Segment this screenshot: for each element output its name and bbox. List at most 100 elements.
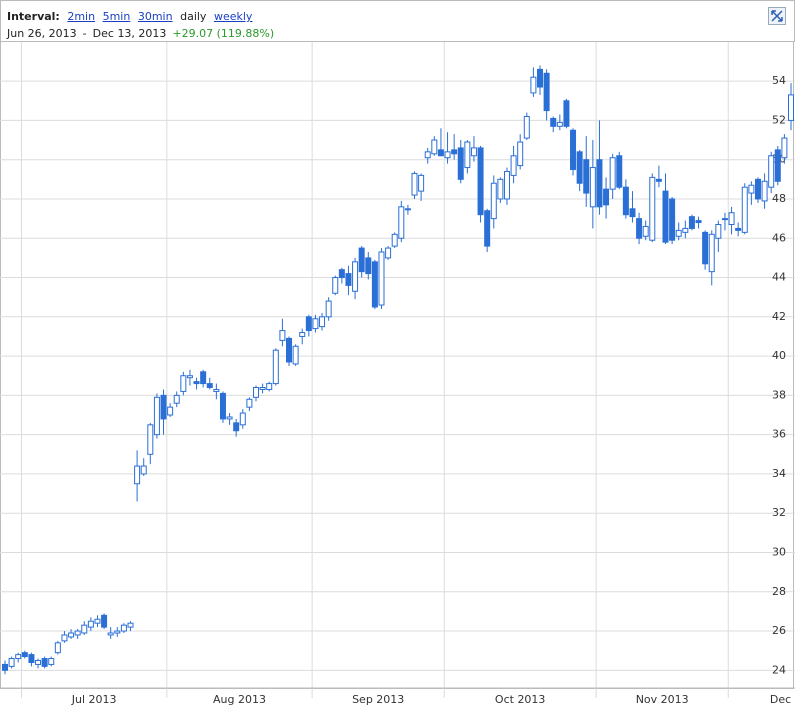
y-tick-label: 46 xyxy=(772,231,786,244)
candle-body xyxy=(8,658,15,667)
candle-body xyxy=(444,151,451,159)
x-tick-label: Aug 2013 xyxy=(213,693,266,706)
x-tick-label: Oct 2013 xyxy=(495,693,546,706)
x-tick-label: Dec 2013 xyxy=(770,693,795,706)
candle-body xyxy=(642,225,649,237)
candle-body xyxy=(153,396,160,436)
candle-body xyxy=(451,149,458,155)
candle-body xyxy=(325,300,332,318)
y-tick-label: 48 xyxy=(772,192,786,205)
candle-body xyxy=(107,632,114,636)
y-tick-label: 28 xyxy=(772,585,786,598)
candle-body xyxy=(233,422,240,432)
interval-link[interactable]: weekly xyxy=(213,10,253,23)
interval-label: Interval: xyxy=(7,10,60,23)
candle-body xyxy=(596,159,603,208)
candle-body xyxy=(266,383,273,390)
candle-body xyxy=(391,233,398,247)
candle-body xyxy=(563,100,570,127)
candle-body xyxy=(173,394,180,404)
candle-body xyxy=(398,206,405,239)
candle-body xyxy=(299,332,306,337)
interval-link[interactable]: 5min xyxy=(102,10,131,23)
separator: - xyxy=(82,27,87,40)
candle-body xyxy=(457,147,464,180)
candle-body xyxy=(160,394,167,420)
candle-body xyxy=(490,182,497,220)
candle-body xyxy=(715,224,722,239)
x-tick-label: Nov 2013 xyxy=(636,693,689,706)
candle-body xyxy=(134,465,141,485)
candle-body xyxy=(675,229,682,237)
candle-body xyxy=(411,172,418,196)
candle-body xyxy=(2,663,8,671)
y-tick-label: 24 xyxy=(772,663,786,676)
candle-body xyxy=(15,654,22,660)
candle-body xyxy=(68,632,75,638)
candle-body xyxy=(365,257,372,275)
chart-header: Interval: 2min 5min 30min daily weekly J… xyxy=(0,0,795,42)
interval-link[interactable]: 2min xyxy=(67,10,96,23)
candle-body xyxy=(186,375,193,379)
candle-body xyxy=(21,652,28,658)
candle-body xyxy=(662,190,669,243)
candle-body xyxy=(669,198,676,241)
candle-body xyxy=(193,381,200,385)
candle-body xyxy=(688,216,695,229)
candle-body xyxy=(358,247,365,273)
candle-body xyxy=(537,68,544,88)
interval-link[interactable]: 30min xyxy=(137,10,173,23)
candle-body xyxy=(81,624,88,634)
candle-body xyxy=(114,630,121,634)
candle-body xyxy=(312,318,319,330)
candle-body xyxy=(556,121,563,127)
candle-body xyxy=(655,178,662,182)
candle-body xyxy=(788,94,794,121)
candle-body xyxy=(583,159,590,194)
candle-body xyxy=(418,174,425,192)
candle-body xyxy=(437,149,444,157)
candle-body xyxy=(649,176,656,241)
expand-icon[interactable] xyxy=(768,7,786,25)
candle-body xyxy=(728,212,735,226)
candle-body xyxy=(345,273,352,286)
candle-body xyxy=(477,147,484,216)
candle-body xyxy=(503,170,510,200)
candle-body xyxy=(523,115,530,139)
y-tick-label: 36 xyxy=(772,428,786,441)
candle-body xyxy=(74,630,81,636)
y-tick-label: 26 xyxy=(772,624,786,637)
end-date: Dec 13, 2013 xyxy=(92,27,167,40)
candle-body xyxy=(543,72,550,112)
candle-body xyxy=(35,660,42,665)
y-tick-label: 32 xyxy=(772,506,786,519)
change: +29.07 (119.88%) xyxy=(172,27,275,40)
candle-body xyxy=(616,155,623,188)
candle-body xyxy=(517,141,524,167)
x-tick-label: Jul 2013 xyxy=(71,693,117,706)
candle-body xyxy=(226,416,233,420)
candle-body xyxy=(385,247,392,259)
candle-body xyxy=(748,184,755,194)
candle-body xyxy=(48,658,55,665)
y-tick-label: 34 xyxy=(772,467,786,480)
candle-body xyxy=(279,330,286,341)
y-tick-label: 40 xyxy=(772,349,786,362)
candle-body xyxy=(695,220,702,224)
candle-body xyxy=(761,180,768,202)
candle-body xyxy=(286,337,293,363)
candle-body xyxy=(464,141,471,169)
candle-body xyxy=(61,634,68,642)
candle-body xyxy=(180,375,187,392)
y-tick-label: 44 xyxy=(772,271,786,284)
candle-body xyxy=(127,622,134,628)
candle-body xyxy=(87,620,94,628)
candle-body xyxy=(603,188,610,206)
y-tick-label: 42 xyxy=(772,310,786,323)
candle-body xyxy=(120,624,127,632)
candle-body xyxy=(28,654,35,663)
candle-body xyxy=(589,167,596,208)
candle-body xyxy=(741,186,748,233)
candle-body xyxy=(768,155,775,188)
